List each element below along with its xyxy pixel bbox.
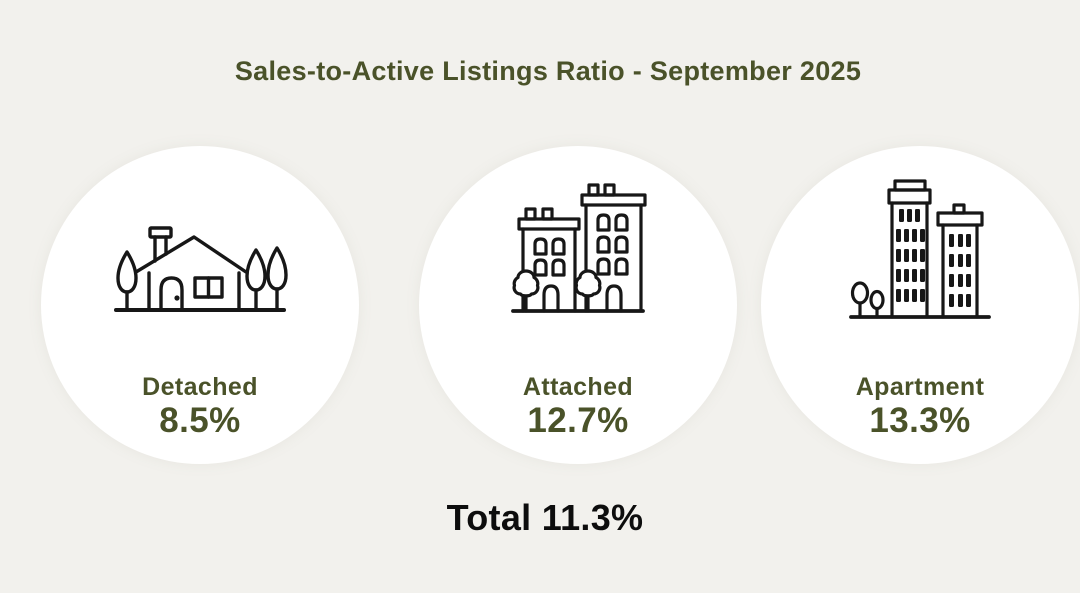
attached-value: 12.7% bbox=[527, 401, 629, 440]
attached-houses-icon bbox=[511, 180, 647, 314]
apartment-value: 13.3% bbox=[869, 401, 971, 440]
detached-card: Detached 8.5% bbox=[41, 146, 359, 464]
detached-value: 8.5% bbox=[159, 401, 241, 440]
page-title: Sales-to-Active Listings Ratio - Septemb… bbox=[234, 56, 862, 86]
apartment-label: Apartment bbox=[855, 373, 985, 401]
detached-house-icon bbox=[113, 225, 288, 313]
apartment-card: Apartment 13.3% bbox=[761, 146, 1079, 464]
detached-label: Detached bbox=[142, 373, 258, 401]
attached-label: Attached bbox=[522, 373, 634, 401]
attached-card: Attached 12.7% bbox=[419, 146, 737, 464]
total-value: Total 11.3% bbox=[446, 497, 644, 538]
apartment-buildings-icon bbox=[849, 179, 991, 320]
